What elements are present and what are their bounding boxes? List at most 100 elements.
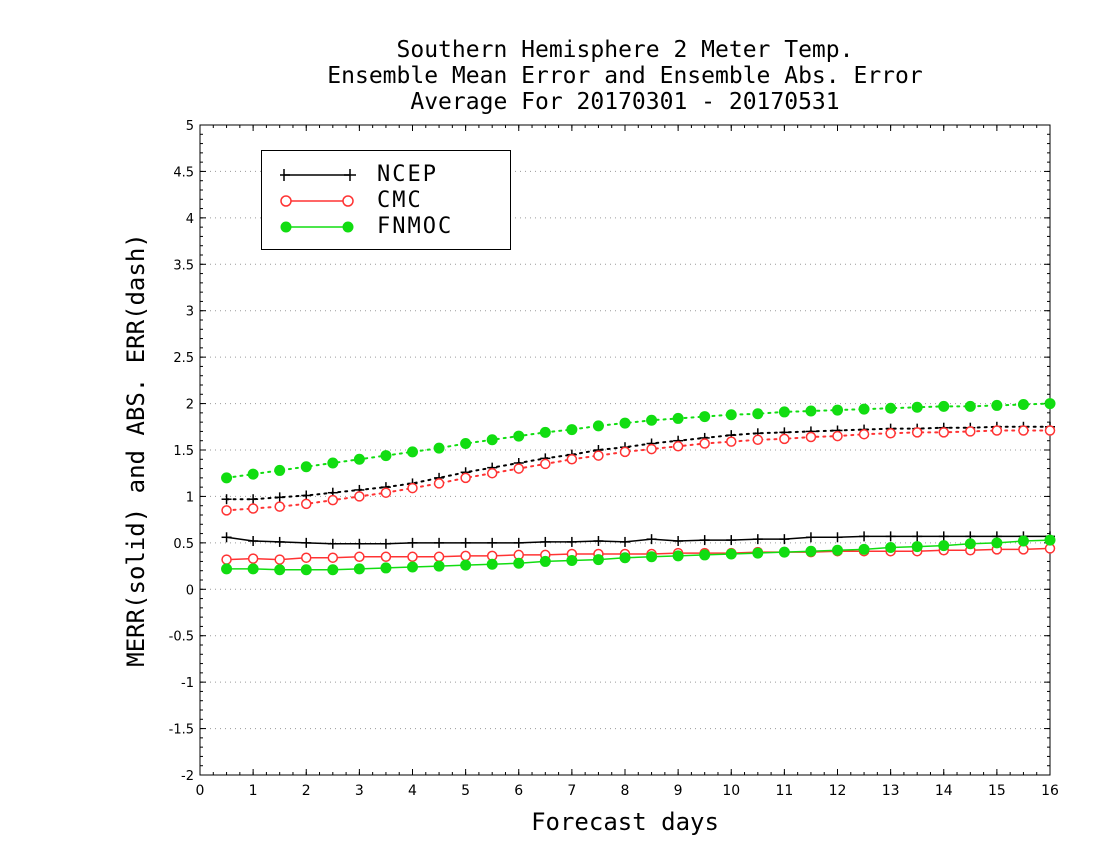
point-fnmoc-abs-err <box>858 403 870 415</box>
point-fnmoc-merr <box>327 564 339 576</box>
point-fnmoc-abs-err <box>778 406 790 418</box>
series-layer <box>221 398 1056 576</box>
y-axis-label: MERR(solid) and ABS. ERR(dash) <box>122 233 150 667</box>
point-cmc-abs-err <box>965 426 976 437</box>
point-fnmoc-merr <box>885 542 897 553</box>
point-cmc-abs-err <box>1044 425 1056 436</box>
point-ncep-merr <box>779 534 790 545</box>
point-cmc-abs-err <box>513 463 524 474</box>
point-cmc-merr <box>407 551 418 563</box>
x-tick-label: 3 <box>355 783 364 799</box>
y-tick-label: 3.5 <box>173 258 194 273</box>
point-fnmoc-abs-err <box>407 446 418 458</box>
y-tick-label: -2 <box>181 769 194 784</box>
x-tick-label: 10 <box>722 783 740 799</box>
point-fnmoc-merr <box>725 548 737 560</box>
legend-item-fnmoc: FNMOC <box>262 214 510 240</box>
point-cmc-abs-err <box>805 431 817 443</box>
x-tick-label: 5 <box>461 783 470 799</box>
point-fnmoc-abs-err <box>885 402 897 414</box>
series-ncep-abs-err-line <box>225 425 1051 501</box>
legend-swatch-ncep <box>280 169 356 181</box>
y-tick-label: -0.5 <box>169 630 194 645</box>
x-tick-label: 7 <box>567 783 576 799</box>
x-tick-label: 0 <box>196 783 205 799</box>
point-cmc-abs-err <box>619 446 631 458</box>
point-fnmoc-merr <box>247 563 259 575</box>
y-tick-label: -1.5 <box>169 723 194 738</box>
point-fnmoc-merr <box>672 550 684 562</box>
legend-swatch-cmc <box>280 195 354 207</box>
point-cmc-merr <box>380 551 392 563</box>
point-fnmoc-merr <box>221 563 233 575</box>
point-cmc-merr <box>327 552 339 563</box>
point-cmc-abs-err <box>858 428 870 440</box>
point-fnmoc-abs-err <box>433 442 445 454</box>
point-cmc-abs-err <box>832 430 843 442</box>
point-fnmoc-merr <box>938 540 950 552</box>
legend-label-cmc: CMC <box>377 188 423 213</box>
y-tick-label: 4.5 <box>173 165 194 180</box>
point-cmc-abs-err <box>593 450 604 461</box>
point-fnmoc-abs-err <box>619 417 631 429</box>
point-ncep-merr <box>460 537 471 548</box>
point-fnmoc-abs-err <box>486 434 498 446</box>
point-ncep-merr <box>540 536 551 547</box>
point-fnmoc-abs-err <box>646 414 658 426</box>
x-tick-label: 8 <box>621 783 630 799</box>
point-fnmoc-merr <box>433 560 445 572</box>
point-fnmoc-abs-err <box>380 450 392 462</box>
point-cmc-abs-err <box>380 487 392 498</box>
point-ncep-merr <box>673 536 684 546</box>
point-fnmoc-abs-err <box>991 399 1003 411</box>
point-cmc-abs-err <box>354 491 365 502</box>
point-fnmoc-merr <box>407 561 418 573</box>
point-cmc-abs-err <box>938 427 949 438</box>
point-fnmoc-merr <box>1044 534 1056 546</box>
x-tick-label: 9 <box>674 783 683 799</box>
point-fnmoc-abs-err <box>752 408 764 420</box>
point-cmc-abs-err <box>540 458 551 470</box>
point-fnmoc-merr <box>513 557 525 569</box>
point-cmc-abs-err <box>646 443 657 455</box>
x-tick-label: 6 <box>514 783 523 799</box>
point-ncep-merr <box>938 531 949 542</box>
point-cmc-abs-err <box>301 498 312 510</box>
point-ncep-merr <box>407 537 418 548</box>
point-fnmoc-merr <box>274 564 286 576</box>
point-cmc-merr <box>221 554 232 565</box>
point-ncep-merr <box>566 536 577 547</box>
point-ncep-merr <box>752 534 763 545</box>
point-ncep-merr <box>620 536 630 547</box>
point-fnmoc-merr <box>964 538 976 550</box>
x-tick-label: 11 <box>775 783 793 799</box>
point-fnmoc-merr <box>805 545 817 557</box>
point-fnmoc-abs-err <box>832 404 843 416</box>
x-tick-label: 2 <box>302 783 311 799</box>
point-ncep-merr <box>327 538 338 549</box>
point-fnmoc-merr <box>1017 535 1029 547</box>
point-cmc-abs-err <box>991 425 1003 436</box>
point-ncep-merr <box>487 537 498 548</box>
point-fnmoc-abs-err <box>938 400 950 412</box>
point-fnmoc-merr <box>539 555 551 567</box>
point-fnmoc-merr <box>619 552 631 564</box>
point-ncep-merr <box>513 537 524 548</box>
point-cmc-merr <box>274 554 285 565</box>
point-fnmoc-merr <box>991 537 1003 549</box>
axis-ticks: -2-1.5-1-0.500.511.522.533.544.550 1 2 3 4 5 6… <box>169 119 1059 799</box>
point-ncep-merr <box>646 534 657 545</box>
point-cmc-abs-err <box>566 454 578 465</box>
point-fnmoc-abs-err <box>911 401 923 413</box>
x-tick-label: 14 <box>935 783 953 799</box>
point-fnmoc-abs-err <box>1044 398 1056 410</box>
x-axis-label: Forecast days <box>531 808 719 836</box>
point-fnmoc-merr <box>592 554 604 566</box>
y-tick-label: 1 <box>186 490 194 505</box>
point-fnmoc-abs-err <box>247 468 259 480</box>
point-cmc-abs-err <box>274 501 285 512</box>
point-cmc-abs-err <box>407 482 418 494</box>
point-cmc-merr <box>433 551 445 563</box>
point-ncep-merr <box>354 538 365 549</box>
point-fnmoc-merr <box>486 558 498 570</box>
